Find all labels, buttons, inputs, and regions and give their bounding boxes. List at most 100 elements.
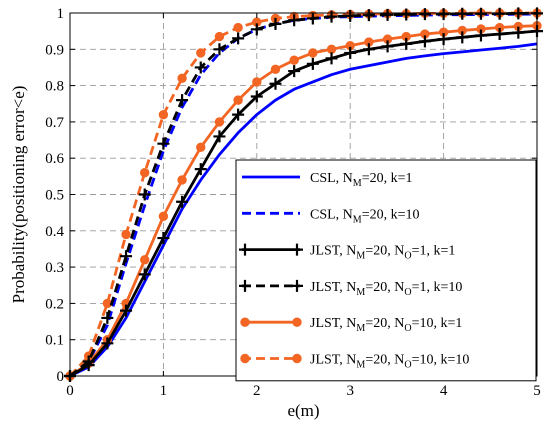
legend-subscript: M xyxy=(356,323,365,334)
data-point xyxy=(213,43,226,56)
legend-box xyxy=(235,159,537,382)
data-point xyxy=(400,37,413,50)
x-tick-label: 4 xyxy=(440,383,448,399)
data-point xyxy=(233,95,243,105)
data-point xyxy=(325,52,338,65)
legend-label-text: =20, N xyxy=(365,353,404,368)
legend-label: JLST, NM=20, NO=1, k=10 xyxy=(310,280,462,298)
data-point xyxy=(474,29,487,42)
data-point xyxy=(270,64,281,74)
legend-entry: CSL, NM=20, k=1 xyxy=(242,171,413,189)
y-tick-label: 1 xyxy=(57,6,65,22)
data-point xyxy=(138,268,151,281)
data-point xyxy=(232,32,245,45)
data-point xyxy=(158,211,169,221)
x-tick-label: 0 xyxy=(66,383,74,399)
data-point xyxy=(157,137,170,150)
y-tick-label: 0.4 xyxy=(45,224,64,240)
data-point xyxy=(344,46,357,59)
legend-swatch-marker xyxy=(292,317,302,327)
data-point xyxy=(82,355,95,368)
legend-entry: CSL, NM=20, k=10 xyxy=(242,207,420,225)
legend-label-text: JLST, N xyxy=(310,244,356,259)
y-axis-label: Probability(positioning error<e) xyxy=(9,86,28,304)
data-point xyxy=(250,23,263,36)
data-point xyxy=(325,10,338,23)
data-point xyxy=(158,109,169,120)
legend-subscript: M xyxy=(356,360,365,371)
data-point xyxy=(418,8,431,21)
y-tick-label: 0 xyxy=(57,369,65,385)
data-point xyxy=(288,65,301,78)
legend-label-text: JLST, N xyxy=(310,316,356,331)
legend-subscript: O xyxy=(404,251,411,262)
data-point xyxy=(400,8,413,21)
data-point xyxy=(381,40,394,53)
legend-swatch-marker xyxy=(239,243,251,256)
y-tick-label: 0.2 xyxy=(45,296,64,312)
x-tick-label: 2 xyxy=(253,383,261,399)
data-point xyxy=(157,232,170,245)
y-tick-label: 0.1 xyxy=(45,333,64,349)
legend-entry: JLST, NM=20, NO=1, k=1 xyxy=(239,243,455,262)
data-point xyxy=(306,57,319,70)
x-axis-label: e(m) xyxy=(287,401,319,420)
data-point xyxy=(362,43,375,56)
legend-label-text: JLST, N xyxy=(310,280,356,295)
legend-label: JLST, NM=20, NO=10, k=10 xyxy=(310,353,469,371)
legend-swatch-marker xyxy=(292,353,302,364)
legend-label-text: JLST, N xyxy=(310,353,356,368)
y-tick-label: 0.6 xyxy=(45,151,64,167)
data-point xyxy=(214,117,225,127)
data-point xyxy=(493,28,506,41)
y-tick-label: 0.7 xyxy=(45,115,64,131)
legend-label: JLST, NM=20, NO=10, k=1 xyxy=(310,316,462,334)
legend-subscript: O xyxy=(404,323,411,334)
legend-subscript: O xyxy=(404,360,411,371)
data-point xyxy=(120,304,133,317)
data-point xyxy=(269,77,282,90)
data-point xyxy=(250,90,263,103)
legend-label-text: =20, N xyxy=(365,280,404,295)
legend-label: CSL, NM=20, k=1 xyxy=(310,171,413,189)
data-point xyxy=(177,175,187,185)
legend-label: JLST, NM=20, NO=1, k=1 xyxy=(310,244,455,262)
data-point xyxy=(456,31,469,44)
x-tick-label: 5 xyxy=(533,383,541,399)
ticks: 0 1 2 3 4 5 0 0.1 0.2 0.3 0.4 0.5 0.6 0.7 0.8 0.9 1 xyxy=(45,6,541,399)
legend-swatch-marker xyxy=(291,279,303,292)
series-layer xyxy=(64,7,543,382)
data-point xyxy=(306,12,319,25)
legend-label: CSL, NM=20, k=10 xyxy=(310,207,420,225)
legend-label-text: =10, k=1 xyxy=(412,316,463,331)
data-point xyxy=(214,31,225,42)
legend-swatch-marker xyxy=(239,279,251,292)
data-point xyxy=(101,311,114,324)
y-tick-label: 0.3 xyxy=(45,260,64,276)
y-tick-label: 0.9 xyxy=(45,42,64,58)
legend-subscript: M xyxy=(353,214,362,225)
data-point xyxy=(194,61,207,74)
data-point xyxy=(138,188,151,201)
x-tick-label: 3 xyxy=(346,383,354,399)
data-point xyxy=(456,7,469,20)
legend-subscript: M xyxy=(356,287,365,298)
legend-label-text: =1, k=10 xyxy=(412,280,463,295)
legend-subscript: O xyxy=(404,287,411,298)
legend-subscript: M xyxy=(356,251,365,262)
data-point xyxy=(233,22,243,33)
data-point xyxy=(101,337,114,350)
series-1 xyxy=(69,42,538,378)
data-point xyxy=(176,195,189,208)
y-tick-label: 0.8 xyxy=(45,79,64,95)
data-point xyxy=(474,7,487,20)
legend-subscript: M xyxy=(353,178,362,189)
legend-entry: JLST, NM=20, NO=10, k=10 xyxy=(240,353,469,371)
legend-label-text: =20, k=1 xyxy=(362,171,413,186)
legend-swatch-marker xyxy=(291,243,303,256)
data-point xyxy=(437,33,450,46)
legend-label-text: CSL, N xyxy=(310,207,353,222)
data-point xyxy=(121,229,131,240)
data-point xyxy=(289,55,299,65)
